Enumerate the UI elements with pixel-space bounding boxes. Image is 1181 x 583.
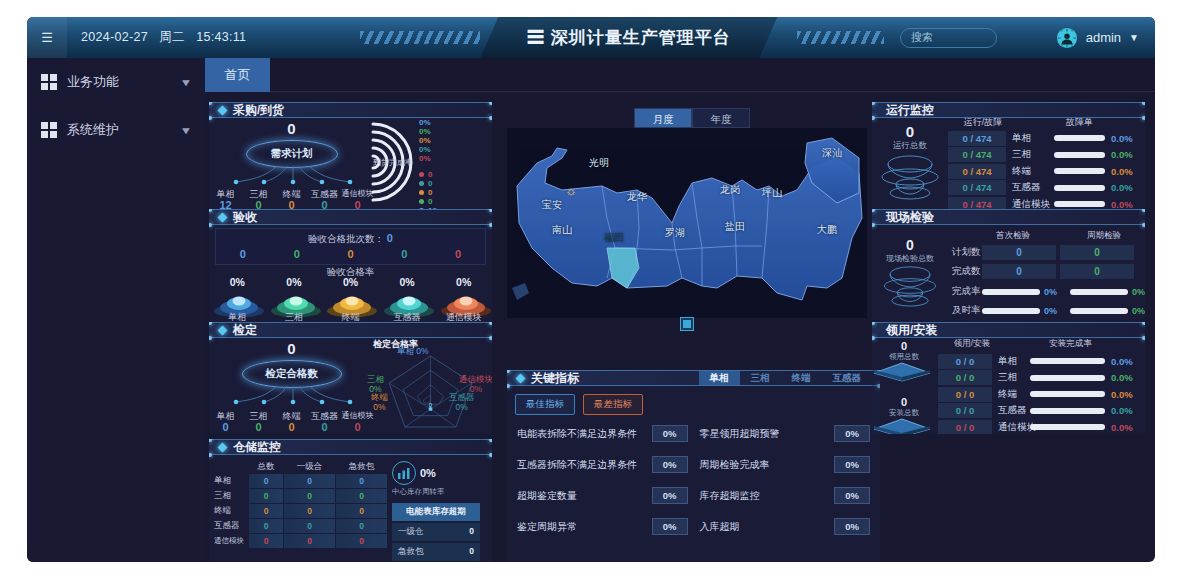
- svg-text:0: 0: [429, 402, 433, 408]
